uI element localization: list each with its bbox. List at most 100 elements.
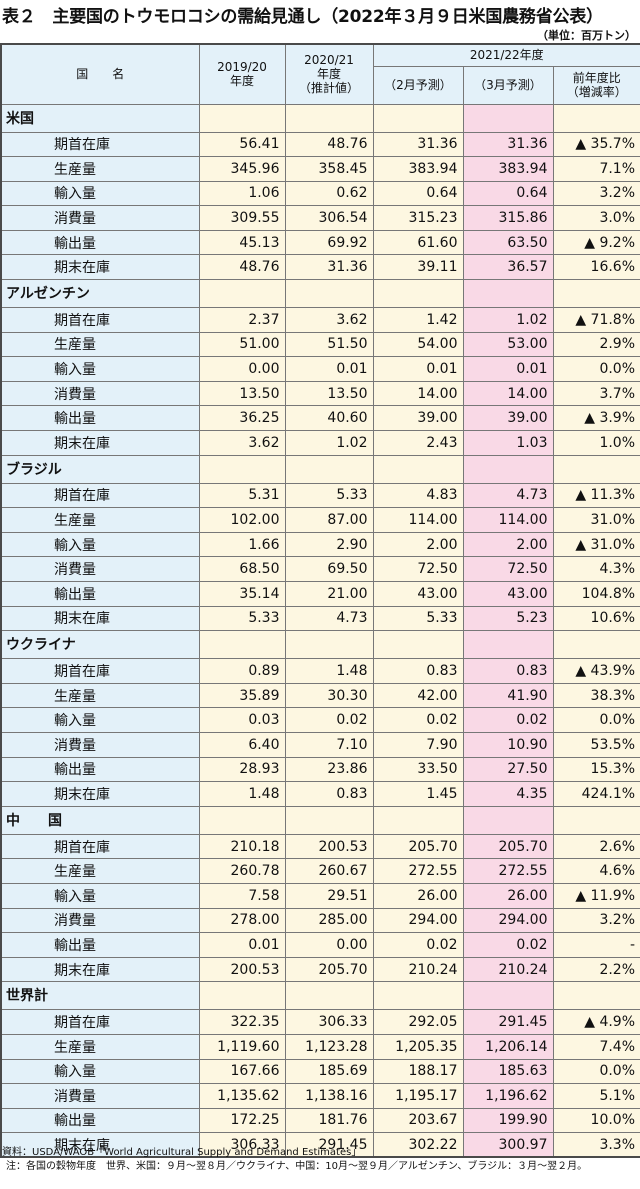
empty-cell [198, 630, 286, 660]
row-label: 生産量 [0, 682, 200, 709]
value-cell: ▲ 9.2% [552, 229, 640, 256]
table-row: 消費量 68.50 69.50 72.50 72.50 4.3% [0, 556, 640, 582]
value-cell: 1.02 [462, 307, 554, 333]
value-cell: 45.13 [198, 229, 286, 256]
value-cell: 309.55 [198, 205, 286, 231]
value-cell: 102.00 [198, 507, 286, 533]
value-cell: 0.83 [284, 781, 374, 807]
value-cell: 4.73 [284, 605, 374, 632]
row-label: 輸出量 [0, 405, 200, 432]
empty-cell [284, 279, 374, 309]
value-cell: 36.25 [198, 405, 286, 432]
value-cell: 0.64 [462, 180, 554, 207]
value-cell: ▲ 4.9% [552, 1009, 640, 1035]
country-row: 世界計 [0, 981, 640, 1011]
country-row: ウクライナ [0, 630, 640, 660]
value-cell: 16.6% [552, 254, 640, 281]
empty-cell [372, 981, 464, 1011]
table-title: 表２ 主要国のトウモロコシの需給見通し（2022年３月９日米国農務省公表） [2, 7, 603, 27]
value-cell: 203.67 [372, 1107, 464, 1134]
value-cell: 0.64 [372, 180, 464, 207]
value-cell: 5.31 [198, 482, 286, 509]
unit-note: （単位：百万トン） [537, 29, 636, 42]
empty-cell [198, 454, 286, 484]
value-cell: 291.45 [462, 1009, 554, 1035]
source-note: 資料：USDA/WAOB「World Agricultural Supply a… [2, 1147, 362, 1158]
table-row: 生産量 102.00 87.00 114.00 114.00 31.0% [0, 507, 640, 533]
table-row: 輸出量 172.25 181.76 203.67 199.90 10.0% [0, 1107, 640, 1134]
row-label: 期首在庫 [0, 131, 200, 158]
value-cell: 69.92 [284, 229, 374, 256]
empty-cell [462, 981, 554, 1011]
value-cell: 2.6% [552, 833, 640, 860]
value-cell: ▲ 3.9% [552, 405, 640, 432]
row-label: 期首在庫 [0, 307, 200, 333]
fiscal-year-note: 注：各国の穀物年度 世界、米国：９月～翌８月／ウクライナ、中国：10月～翌９月／… [6, 1161, 588, 1172]
row-label: 消費量 [0, 907, 200, 934]
value-cell: 5.33 [284, 482, 374, 509]
empty-cell [552, 103, 640, 133]
table-row: 輸入量 1.06 0.62 0.64 0.64 3.2% [0, 180, 640, 207]
value-cell: 6.40 [198, 731, 286, 758]
row-label: 生産量 [0, 156, 200, 182]
value-cell: 4.6% [552, 858, 640, 884]
value-cell: 114.00 [462, 507, 554, 533]
value-cell: 33.50 [372, 756, 464, 783]
empty-cell [462, 630, 554, 660]
value-cell: 3.0% [552, 205, 640, 231]
country-name: 世界計 [0, 981, 200, 1011]
value-cell: 3.7% [552, 380, 640, 407]
table-row: 消費量 1,135.62 1,138.16 1,195.17 1,196.62 5.1% [0, 1083, 640, 1109]
value-cell: 1.66 [198, 531, 286, 558]
value-cell: 0.01 [284, 356, 374, 382]
table-row: 期末在庫 200.53 205.70 210.24 210.24 2.2% [0, 956, 640, 983]
table-row: 期末在庫 5.33 4.73 5.33 5.23 10.6% [0, 605, 640, 632]
value-cell: 0.0% [552, 707, 640, 733]
table-row: 輸入量 7.58 29.51 26.00 26.00 ▲ 11.9% [0, 882, 640, 909]
table-row: 輸出量 28.93 23.86 33.50 27.50 15.3% [0, 756, 640, 783]
row-label: 生産量 [0, 331, 200, 358]
table-row: 輸出量 0.01 0.00 0.02 0.02- [0, 932, 640, 958]
row-label: 消費量 [0, 380, 200, 407]
value-cell: 0.02 [462, 932, 554, 958]
value-cell: 69.50 [284, 556, 374, 582]
row-label: 輸入量 [0, 1058, 200, 1085]
value-cell: 54.00 [372, 331, 464, 358]
value-cell: 185.63 [462, 1058, 554, 1085]
value-cell: 2.90 [284, 531, 374, 558]
value-cell: 13.50 [284, 380, 374, 407]
value-cell: 0.62 [284, 180, 374, 207]
table-row: 消費量 6.40 7.10 7.90 10.90 53.5% [0, 731, 640, 758]
country-name: ブラジル [0, 454, 200, 484]
table-body: 米国 期首在庫 56.41 48.76 31.36 31.36 ▲ 35.7% 生産量 345.… [0, 103, 640, 1158]
value-cell: 322.35 [198, 1009, 286, 1035]
value-cell: 3.62 [284, 307, 374, 333]
value-cell: 188.17 [372, 1058, 464, 1085]
value-cell: 4.35 [462, 781, 554, 807]
value-cell: 294.00 [372, 907, 464, 934]
value-cell: 68.50 [198, 556, 286, 582]
row-label: 消費量 [0, 731, 200, 758]
value-cell: 35.89 [198, 682, 286, 709]
value-cell: 31.36 [462, 131, 554, 158]
value-cell: 0.03 [198, 707, 286, 733]
value-cell: 260.67 [284, 858, 374, 884]
value-cell: 3.3% [552, 1132, 640, 1158]
value-cell: 200.53 [284, 833, 374, 860]
value-cell: 41.90 [462, 682, 554, 709]
value-cell: 39.00 [462, 405, 554, 432]
value-cell: 2.2% [552, 956, 640, 983]
value-cell: 294.00 [462, 907, 554, 934]
value-cell: 72.50 [372, 556, 464, 582]
value-cell: 31.0% [552, 507, 640, 533]
value-cell: 291.45 [284, 1132, 374, 1158]
value-cell: 39.11 [372, 254, 464, 281]
value-cell: 306.54 [284, 205, 374, 231]
header-2020-21: 2020/21 年度 （推計値） [284, 43, 374, 105]
country-name: 米国 [0, 103, 200, 133]
value-cell: 205.70 [284, 956, 374, 983]
table-row: 輸出量 36.25 40.60 39.00 39.00 ▲ 3.9% [0, 405, 640, 432]
value-cell: 7.58 [198, 882, 286, 909]
value-cell: 424.1% [552, 781, 640, 807]
value-cell: 278.00 [198, 907, 286, 934]
